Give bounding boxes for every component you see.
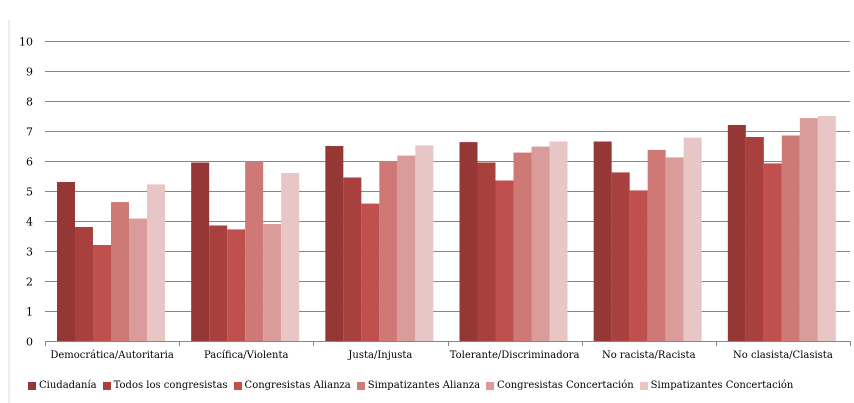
bar xyxy=(147,184,165,341)
bar xyxy=(763,163,782,341)
y-tick-label: 4 xyxy=(26,216,33,229)
legend-label: Congresistas Alianza xyxy=(244,380,351,391)
legend-swatch xyxy=(102,381,111,390)
y-tick-label: 5 xyxy=(26,186,33,199)
x-tick-label: Democrática/Autoritaria xyxy=(50,350,174,361)
legend-swatch xyxy=(639,381,648,390)
y-tick-label: 10 xyxy=(19,36,33,49)
bar xyxy=(531,146,550,341)
x-tick-label: Tolerante/Discriminadora xyxy=(450,350,580,361)
legend-item: Ciudadanía xyxy=(28,380,97,391)
bar xyxy=(629,190,648,341)
bar xyxy=(593,141,612,341)
legend-swatch xyxy=(233,381,242,390)
bar xyxy=(361,203,380,341)
y-tick-label: 0 xyxy=(26,336,33,349)
bars xyxy=(57,116,836,341)
bar xyxy=(799,118,818,341)
bar xyxy=(549,141,568,341)
bar xyxy=(415,145,434,341)
bar xyxy=(817,116,836,341)
legend-swatch xyxy=(356,381,365,390)
legend-swatch xyxy=(28,381,36,390)
bar xyxy=(325,146,344,341)
y-tick-label: 7 xyxy=(26,126,33,139)
bar xyxy=(281,173,300,341)
bar xyxy=(227,229,246,341)
x-tick-label: Justa/Injusta xyxy=(347,350,412,361)
legend-item: Simpatizantes Alianza xyxy=(356,380,481,391)
legend-item: Todos los congresistas xyxy=(102,380,228,391)
bar xyxy=(665,157,684,341)
chart-legend: Ciudadanía Todos los congresistas Congresi… xyxy=(28,380,799,391)
bar xyxy=(129,218,147,341)
bar xyxy=(209,225,228,341)
gridlines xyxy=(45,41,850,342)
x-tick-label: No racista/Racista xyxy=(602,350,696,361)
y-tick-label: 8 xyxy=(26,96,33,109)
bar xyxy=(191,162,210,341)
bar xyxy=(745,137,764,341)
legend-label: Ciudadanía xyxy=(39,380,97,391)
bar xyxy=(727,125,746,341)
legend-label: Congresistas Concertación xyxy=(497,380,634,391)
bar xyxy=(477,162,496,341)
legend-label: Simpatizantes Concertación xyxy=(650,380,794,391)
x-tick-label: No clasista/Clasista xyxy=(733,350,833,361)
y-tick-label: 2 xyxy=(26,276,33,289)
y-tick-label: 3 xyxy=(26,246,33,259)
legend-swatch xyxy=(486,381,495,390)
bar xyxy=(263,224,282,341)
legend-label: Simpatizantes Alianza xyxy=(367,380,481,391)
bar xyxy=(111,202,129,341)
bar xyxy=(495,180,514,341)
legend-item: Congresistas Concertación xyxy=(486,380,634,391)
x-tick-label: Pacífica/Violenta xyxy=(204,350,288,361)
legend-item: Simpatizantes Concertación xyxy=(639,380,794,391)
bar xyxy=(57,182,75,341)
y-tick-label: 6 xyxy=(26,156,33,169)
axes: 0 1 2 3 4 5 6 7 8 9 10 Democrática/Autoritaria Pacíf… xyxy=(8,20,851,403)
y-tick-label: 1 xyxy=(26,306,33,319)
bar xyxy=(781,135,800,341)
bar xyxy=(75,227,93,341)
bar xyxy=(379,161,398,341)
bar xyxy=(611,172,630,341)
y-tick-label: 9 xyxy=(26,66,33,79)
bar xyxy=(459,142,478,341)
bar xyxy=(93,245,111,341)
legend-label: Todos los congresistas xyxy=(113,380,228,391)
bar xyxy=(397,155,416,341)
bar xyxy=(647,149,666,341)
bar xyxy=(245,161,264,341)
bar xyxy=(343,177,362,341)
legend-item: Congresistas Alianza xyxy=(233,380,351,391)
bar xyxy=(683,137,702,341)
bar xyxy=(513,152,532,341)
